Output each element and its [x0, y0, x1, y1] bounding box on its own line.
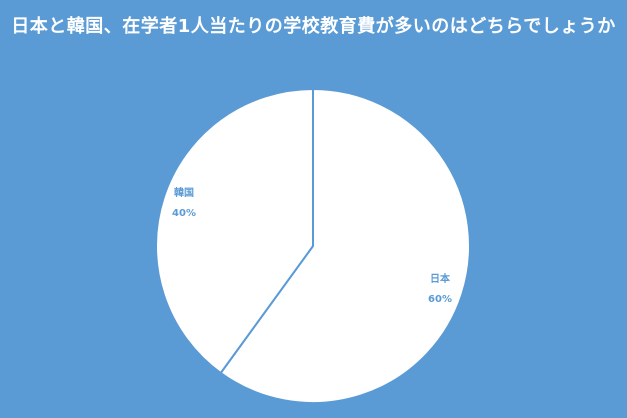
chart-title: 日本と韓国、在学者1人当たりの学校教育費が多いのはどちらでしょうか	[11, 16, 616, 37]
pie-slice-korea	[155, 88, 314, 375]
slice-label-korea: 韓国	[174, 186, 194, 199]
slice-value-korea: 40%	[172, 208, 196, 219]
pie-slice-japan	[219, 88, 471, 404]
slice-value-japan: 60%	[428, 294, 452, 305]
slice-label-japan: 日本	[430, 272, 451, 285]
